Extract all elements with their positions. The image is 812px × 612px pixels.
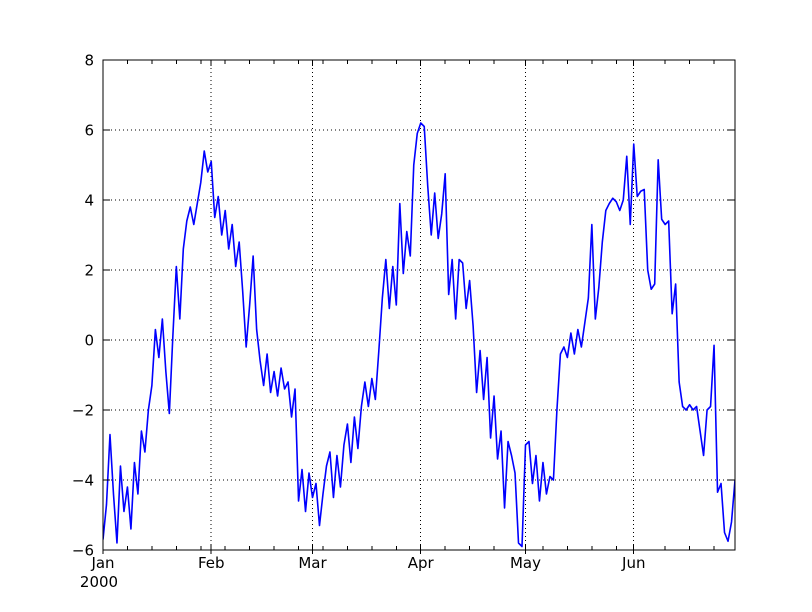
- tick-group: [102, 59, 735, 554]
- x-tick-label: May: [510, 554, 541, 572]
- y-tick-label: −6: [72, 541, 94, 559]
- x-axis-year-label: 2000: [80, 573, 118, 591]
- y-tick-label: 2: [84, 261, 94, 279]
- y-tick-label: −2: [72, 401, 94, 419]
- y-tick-label: −4: [72, 471, 94, 489]
- x-tick-label: Apr: [408, 554, 435, 572]
- x-tick-label: Mar: [298, 554, 327, 572]
- y-tick-label: 6: [84, 121, 94, 139]
- grid-group: [103, 60, 735, 550]
- y-tick-label: 8: [84, 51, 94, 69]
- data-line-series: [103, 122, 735, 548]
- x-tick-label: Feb: [198, 554, 225, 572]
- x-tick-label: Jun: [621, 554, 645, 572]
- x-tick-label: Jan: [90, 554, 114, 572]
- y-tick-label: 0: [84, 331, 94, 349]
- plot-frame: [102, 59, 736, 551]
- y-tick-label: 4: [84, 191, 94, 209]
